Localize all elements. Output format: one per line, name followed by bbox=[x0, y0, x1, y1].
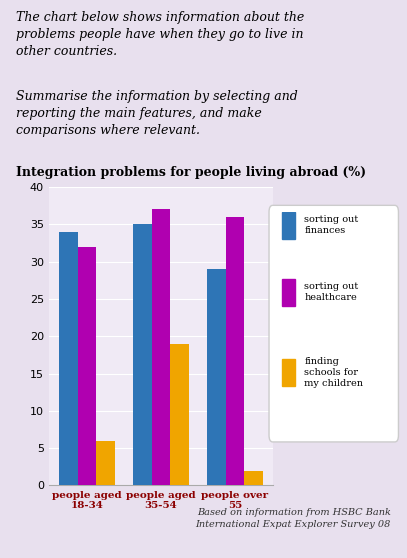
Bar bbox=[244, 470, 263, 485]
Bar bbox=[282, 359, 295, 386]
Bar bbox=[133, 224, 151, 485]
Bar bbox=[170, 344, 188, 485]
Bar bbox=[77, 247, 96, 485]
Text: sorting out
finances: sorting out finances bbox=[304, 215, 359, 235]
Text: Based on information from HSBC Bank
International Expat Explorer Survey 08: Based on information from HSBC Bank Inte… bbox=[195, 508, 391, 528]
Bar bbox=[151, 209, 170, 485]
Text: The chart below shows information about the
problems people have when they go to: The chart below shows information about … bbox=[16, 11, 304, 58]
Text: Integration problems for people living abroad (%): Integration problems for people living a… bbox=[16, 166, 366, 180]
Bar bbox=[282, 279, 295, 306]
Text: sorting out
healthcare: sorting out healthcare bbox=[304, 282, 359, 302]
Bar bbox=[225, 217, 244, 485]
Bar bbox=[282, 212, 295, 239]
Bar bbox=[59, 232, 77, 485]
Bar bbox=[207, 269, 225, 485]
Bar bbox=[96, 441, 114, 485]
Text: finding
schools for
my children: finding schools for my children bbox=[304, 357, 363, 388]
FancyBboxPatch shape bbox=[269, 205, 398, 442]
Text: Summarise the information by selecting and
reporting the main features, and make: Summarise the information by selecting a… bbox=[16, 89, 298, 137]
